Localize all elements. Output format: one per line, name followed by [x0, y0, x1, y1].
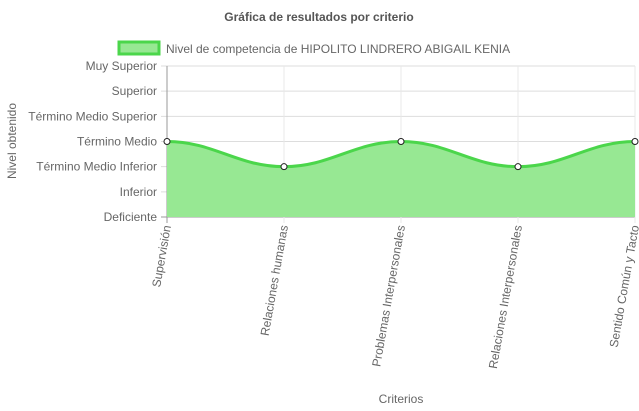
legend-swatch	[117, 40, 161, 56]
y-tick-label: Término Medio	[77, 135, 157, 149]
x-tick-label: Relaciones humanas	[258, 224, 291, 337]
data-point	[163, 138, 171, 145]
y-axis-title: Nivel obtenido	[5, 103, 19, 179]
data-point	[631, 138, 639, 145]
data-point	[514, 163, 522, 171]
data-point	[397, 138, 405, 145]
x-tick-label: Problemas Interpersonales	[369, 224, 408, 368]
series-fill	[167, 141, 635, 217]
x-axis-ticks: Supervisión Relaciones humanas Problemas I…	[149, 224, 639, 370]
data-point	[280, 163, 288, 171]
y-tick-label: Término Medio Inferior	[36, 160, 157, 174]
y-tick-label: Deficiente	[104, 210, 158, 224]
series-points	[163, 138, 639, 171]
x-axis-title: Criterios	[379, 392, 424, 406]
y-tick-label: Término Medio Superior	[28, 109, 157, 123]
x-tick-label: Relaciones Interpersonales	[486, 224, 525, 370]
y-tick-label: Superior	[112, 84, 157, 98]
chart-title: Gráfica de resultados por criterio	[224, 10, 413, 24]
legend-label: Nivel de competencia de HIPOLITO LINDRER…	[166, 42, 510, 56]
series-area	[166, 139, 636, 217]
legend[interactable]: Nivel de competencia de HIPOLITO LINDRER…	[117, 40, 510, 56]
y-tick-label: Muy Superior	[86, 59, 157, 73]
y-axis-ticks: Deficiente Inferior Término Medio Inferior…	[28, 59, 157, 224]
x-tick-label: Sentido Común y Tacto	[607, 224, 639, 349]
x-tick-label: Supervisión	[149, 224, 174, 288]
y-tick-label: Inferior	[120, 185, 157, 199]
